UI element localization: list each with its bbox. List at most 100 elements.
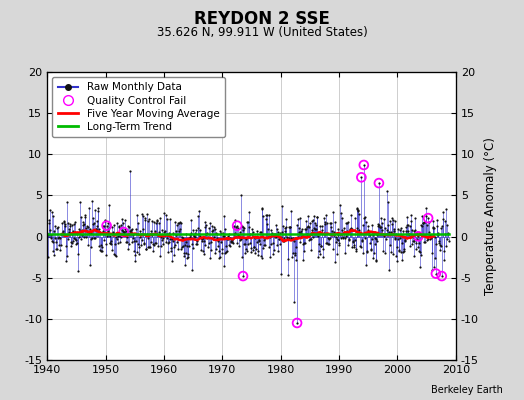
Point: [154, 243, 162, 249]
Point: [237, 192, 245, 199]
Point: [61, 242, 70, 249]
Point: [241, 241, 249, 247]
Point: [366, 246, 375, 253]
Point: [107, 241, 116, 247]
Point: [377, 215, 386, 222]
Point: [132, 226, 140, 232]
Point: [67, 238, 75, 245]
Point: [196, 234, 205, 241]
Point: [288, 236, 297, 242]
Point: [428, 266, 436, 273]
Point: [152, 218, 161, 224]
Point: [440, 248, 449, 254]
Point: [75, 228, 84, 235]
Point: [237, 254, 246, 261]
Point: [314, 254, 322, 261]
Point: [75, 226, 83, 232]
Point: [189, 245, 197, 251]
Point: [434, 232, 442, 239]
Point: [57, 231, 66, 237]
Point: [189, 227, 198, 233]
Point: [337, 235, 346, 242]
Point: [236, 236, 245, 242]
Point: [434, 238, 443, 244]
Point: [236, 237, 244, 243]
Point: [274, 248, 282, 254]
Point: [128, 226, 136, 233]
Point: [52, 239, 61, 246]
Point: [111, 252, 119, 258]
Point: [114, 240, 122, 246]
Point: [375, 180, 383, 186]
Point: [409, 238, 418, 244]
Point: [66, 223, 74, 230]
Point: [438, 222, 446, 229]
Point: [354, 207, 362, 214]
Point: [51, 235, 60, 242]
Point: [89, 215, 97, 221]
Point: [187, 229, 195, 236]
Point: [252, 234, 260, 240]
Point: [170, 244, 179, 250]
Point: [339, 234, 347, 241]
Point: [351, 246, 359, 252]
Point: [215, 255, 223, 262]
Point: [346, 225, 355, 232]
Point: [423, 222, 431, 228]
Point: [118, 227, 127, 234]
Point: [164, 240, 172, 246]
Point: [137, 231, 145, 237]
Point: [405, 230, 413, 237]
Point: [376, 223, 384, 230]
Point: [240, 224, 248, 231]
Point: [56, 234, 64, 241]
Point: [320, 229, 328, 236]
Point: [106, 233, 114, 240]
Point: [437, 224, 445, 231]
Point: [102, 251, 110, 258]
Point: [332, 234, 340, 240]
Point: [252, 246, 260, 252]
Point: [389, 217, 397, 223]
Point: [260, 242, 269, 248]
Point: [334, 232, 342, 238]
Point: [289, 234, 297, 241]
Point: [43, 254, 52, 260]
Point: [302, 218, 310, 224]
Point: [262, 212, 270, 218]
Point: [95, 226, 103, 232]
Point: [229, 224, 237, 230]
Point: [185, 235, 193, 241]
Point: [215, 254, 224, 260]
Point: [369, 230, 378, 236]
Point: [183, 243, 191, 250]
Point: [421, 238, 429, 245]
Point: [248, 231, 256, 237]
Point: [249, 244, 258, 250]
Point: [436, 247, 444, 253]
Point: [296, 238, 304, 245]
Point: [388, 215, 396, 222]
Point: [292, 222, 301, 228]
Point: [261, 234, 270, 241]
Point: [127, 229, 136, 235]
Point: [263, 211, 271, 218]
Point: [372, 236, 380, 242]
Point: [431, 234, 440, 240]
Point: [228, 240, 237, 246]
Point: [335, 240, 344, 246]
Point: [397, 224, 405, 231]
Point: [286, 224, 294, 230]
Point: [386, 249, 395, 256]
Point: [64, 236, 72, 242]
Point: [248, 228, 257, 235]
Point: [200, 250, 208, 257]
Point: [300, 240, 308, 246]
Point: [53, 246, 61, 252]
Point: [212, 230, 221, 236]
Point: [377, 224, 385, 230]
Point: [140, 216, 149, 223]
Point: [282, 233, 291, 240]
Point: [432, 240, 441, 247]
Point: [104, 201, 113, 208]
